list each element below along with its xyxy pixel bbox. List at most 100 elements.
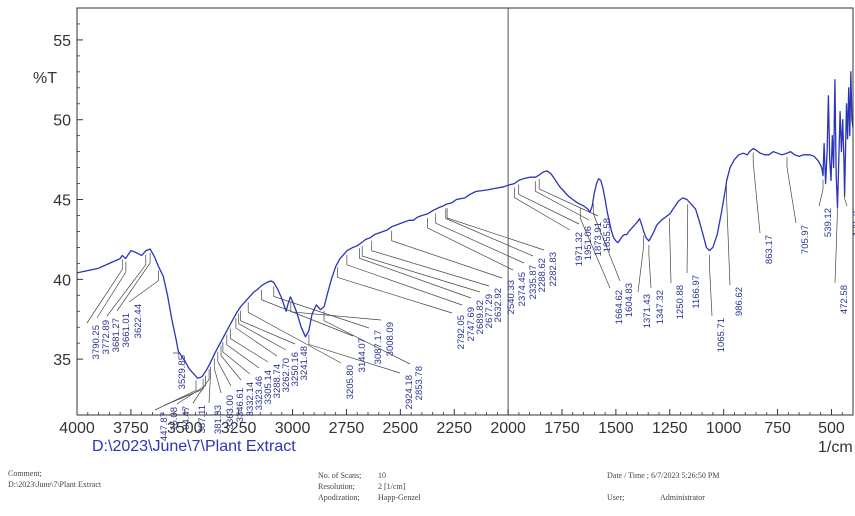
user-label: User; [607, 493, 625, 502]
peak-label: 3087.17 [373, 330, 384, 364]
peak-label: 3772.89 [101, 320, 112, 354]
peak-leader [173, 352, 179, 356]
peak-label: 3681.27 [111, 318, 122, 352]
peak-label: 539.12 [823, 208, 834, 237]
peak-leader [220, 345, 242, 381]
peak-label: 3262.70 [281, 358, 292, 392]
peak-label: 2335.87 [528, 265, 539, 299]
peak-label: 3790.25 [91, 325, 102, 359]
peak-leader [518, 184, 580, 225]
peak-label: 381.33 [213, 405, 224, 434]
peak-leader [427, 217, 514, 271]
peak-leader [247, 302, 342, 364]
peak-label: 2288.62 [537, 258, 548, 292]
peak-label: 1873.91 [593, 222, 604, 256]
peak-leader [86, 259, 123, 324]
peak-label: 1065.71 [716, 318, 727, 352]
peak-leader [534, 181, 590, 221]
peak-leader [308, 334, 401, 374]
datetime-label: Date / Time ; [607, 471, 650, 480]
peak-label: 3346.61 [235, 388, 246, 422]
peak-leader [235, 318, 278, 357]
peak-leader [208, 366, 211, 404]
peak-leader [290, 301, 382, 321]
peak-leader [686, 204, 689, 274]
x-tick-label: 4000 [59, 420, 95, 437]
peak-leader [164, 379, 204, 406]
peak-label: 1250.88 [675, 285, 686, 319]
peak-label: 3661.01 [121, 313, 132, 347]
apodization-label: Apodization; [318, 493, 360, 502]
peak-label: 3332.14 [245, 382, 256, 416]
peak-leader [213, 358, 222, 394]
peak-label: 2632.92 [493, 288, 504, 322]
peak-leader [154, 380, 197, 411]
peak-label: 1166.97 [691, 275, 702, 309]
peak-leader [229, 328, 269, 363]
peak-label: 705.97 [800, 225, 811, 254]
peak-label: 1347.32 [655, 290, 666, 324]
peak-leader [752, 152, 761, 234]
peak-leader [337, 267, 453, 314]
x-tick-label: 3250 [221, 420, 257, 437]
comment-label: Comment; [8, 469, 42, 478]
peak-label: 3288.74 [272, 364, 283, 398]
peak-leader [222, 342, 251, 375]
peak-leader [238, 313, 287, 351]
spectrum-line [76, 71, 854, 379]
peak-label: 2677.29 [484, 294, 495, 328]
x-tick-label: 500 [818, 420, 845, 437]
peak-label: 2282.83 [548, 252, 559, 286]
x-tick-label: 1500 [598, 420, 634, 437]
peak-leader [669, 218, 672, 284]
x-tick-label: 3000 [275, 420, 311, 437]
peak-label: 472.58 [839, 285, 850, 314]
peak-leader [709, 254, 713, 317]
peak-label: 2374.45 [517, 272, 528, 306]
x-tick-label: 1000 [706, 420, 742, 437]
peak-leader [592, 203, 621, 282]
footer-right: Date / Time ; 6/7/2023 5:26:50 PM User; A… [607, 470, 719, 503]
plot-frame [76, 7, 854, 416]
peak-label: 1604.83 [624, 283, 635, 317]
peak-label: 1951.06 [583, 226, 594, 260]
peak-label: 2540.33 [506, 280, 517, 314]
peak-leader [637, 235, 645, 293]
peak-leader [116, 253, 151, 312]
peak-leader [176, 375, 206, 405]
peak-label: 1855.58 [602, 218, 613, 252]
peak-label: 2792.05 [456, 315, 467, 349]
peak-leader [648, 245, 652, 289]
peak-leader [361, 246, 481, 293]
user-value: Administrator [660, 493, 705, 502]
peak-label: 2853.78 [414, 366, 425, 400]
x-tick-label: 2750 [329, 420, 365, 437]
peak-leader [359, 248, 472, 299]
peak-label: 3363.00 [225, 395, 236, 429]
peak-leader [538, 178, 599, 217]
peak-leader [834, 206, 838, 284]
apodization-value: Happ-Genzel [378, 493, 421, 502]
footer-middle: No. of Scans; 10 Resolution; 2 [1/cm] Apod… [318, 470, 421, 503]
y-tick-label: 35 [53, 352, 71, 369]
x-tick-label: 3500 [167, 420, 203, 437]
peak-label: 986.62 [734, 287, 745, 316]
scans-label: No. of Scans; [318, 471, 362, 480]
resolution-label: Resolution; [318, 482, 355, 491]
series-layer [76, 71, 854, 379]
x-tick-label: 750 [764, 420, 791, 437]
peak-label: 1664.62 [614, 290, 625, 324]
peak-label: 3323.46 [254, 376, 265, 410]
peak-label: 863.17 [764, 235, 775, 264]
peak-leader [226, 334, 260, 369]
peak-leader [346, 254, 463, 306]
y-tick-label: 45 [53, 193, 71, 210]
peak-label: 2689.82 [475, 300, 486, 334]
x-tick-label: 2500 [383, 420, 419, 437]
peak-leader [818, 179, 824, 207]
peak-leader [446, 208, 545, 251]
x-tick-label: 2000 [490, 420, 526, 437]
y-tick-label: 50 [53, 113, 71, 130]
peak-label: 1971.32 [574, 232, 585, 266]
peak-label: 387.11 [197, 405, 208, 433]
